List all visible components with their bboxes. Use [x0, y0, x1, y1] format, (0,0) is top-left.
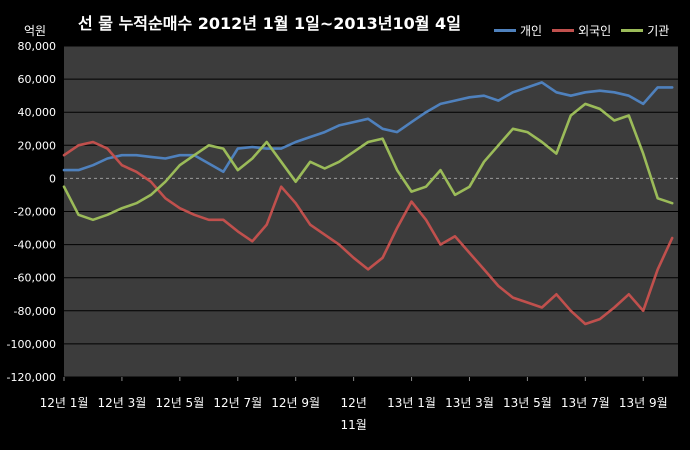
y-tick-label: 60,000	[18, 73, 57, 86]
y-tick-label: 0	[49, 172, 56, 185]
series-line-institution	[62, 102, 674, 222]
y-axis-ticks: 80,000 60,000 40,000 20,000 0 -20,000 -40,000 -…	[7, 40, 56, 384]
y-tick-label: -100,000	[7, 338, 56, 351]
y-tick-label: 80,000	[18, 40, 57, 53]
y-tick-label: -80,000	[14, 305, 56, 318]
x-axis-ticks: 12년 1월 12년 3월 12년 5월 12년 7월 12년 9월 12년 11월 13년 …	[40, 377, 668, 432]
x-tick-label: 12년 3월	[98, 396, 147, 410]
legend-item-individual: 개인	[494, 22, 542, 39]
legend-swatch-institution	[621, 29, 644, 32]
x-tick-label: 13년 5월	[503, 396, 552, 410]
series-line-individual	[62, 81, 674, 174]
y-tick-label: -20,000	[14, 206, 56, 219]
legend-item-institution: 기관	[621, 22, 669, 39]
legend-label-institution: 기관	[647, 24, 670, 38]
legend-item-foreign: 외국인	[552, 22, 611, 39]
y-tick-label: -120,000	[7, 371, 56, 384]
legend: 개인 외국인 기관	[494, 22, 669, 39]
x-tick-label: 13년 1월	[387, 396, 436, 410]
y-axis-unit-label: 억원	[24, 24, 47, 38]
y-tick-label: 20,000	[18, 139, 57, 152]
x-tick-label: 12년 1월	[40, 396, 89, 410]
legend-label-individual: 개인	[520, 24, 543, 38]
x-tick-label: 12년 5월	[155, 396, 204, 410]
x-tick-label: 12년 11월	[340, 396, 366, 432]
y-tick-label: 40,000	[18, 106, 57, 119]
x-tick-label: 13년 7월	[561, 396, 610, 410]
legend-swatch-foreign	[552, 29, 575, 32]
y-tick-label: -40,000	[14, 239, 56, 252]
legend-swatch-individual	[494, 29, 516, 32]
x-tick-label: 12년 7월	[213, 396, 262, 410]
x-tick-label: 12년 9월	[271, 396, 320, 410]
x-tick-label: 13년 3월	[445, 396, 494, 410]
x-tick-label: 13년 9월	[619, 396, 668, 410]
chart-title: 선 물 누적순매수 2012년 1월 1일~2013년10월 4일	[78, 14, 461, 33]
gridlines	[64, 45, 678, 378]
y-tick-label: -60,000	[14, 272, 56, 285]
series-lines	[62, 81, 674, 326]
series-line-foreign	[62, 140, 674, 326]
legend-label-foreign: 외국인	[578, 24, 612, 38]
